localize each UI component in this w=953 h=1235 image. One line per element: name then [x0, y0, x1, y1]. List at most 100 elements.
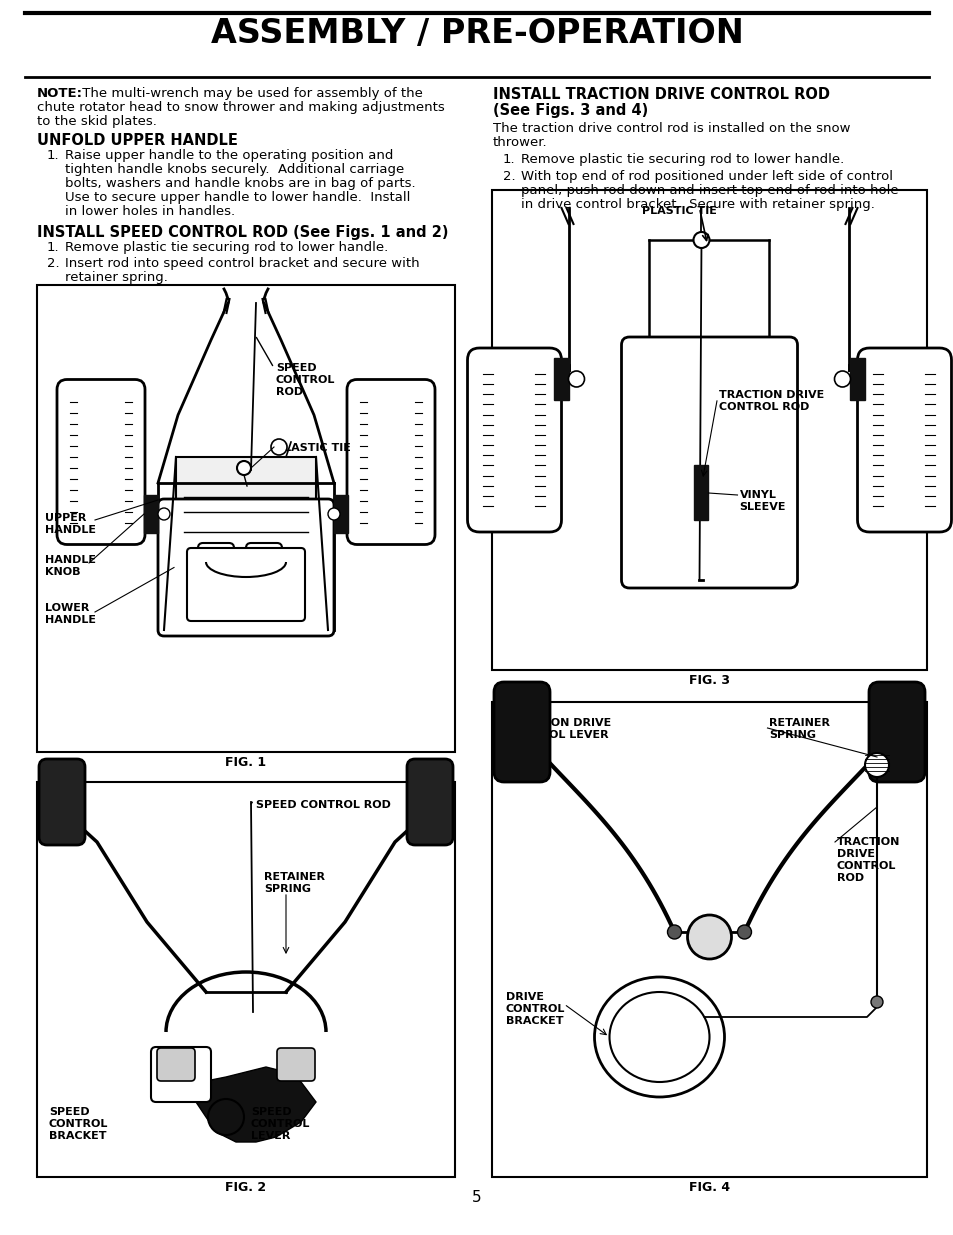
Circle shape [271, 438, 287, 454]
FancyBboxPatch shape [857, 348, 950, 532]
Bar [37, 285, 455, 752]
Circle shape [328, 508, 339, 520]
Circle shape [870, 995, 882, 1008]
Text: BRACKET: BRACKET [505, 1016, 563, 1026]
Text: Raise upper handle to the operating position and: Raise upper handle to the operating posi… [65, 149, 393, 162]
FancyBboxPatch shape [276, 1049, 314, 1081]
Text: DRIVE: DRIVE [836, 848, 874, 860]
Text: chute rotator head to snow thrower and making adjustments: chute rotator head to snow thrower and m… [37, 101, 444, 114]
Text: FIG. 4: FIG. 4 [688, 1181, 729, 1194]
Circle shape [864, 753, 888, 777]
Text: INSTALL TRACTION DRIVE CONTROL ROD: INSTALL TRACTION DRIVE CONTROL ROD [493, 86, 829, 103]
Text: Remove plastic tie securing rod to lower handle.: Remove plastic tie securing rod to lower… [65, 241, 388, 254]
Text: Use to secure upper handle to lower handle.  Install: Use to secure upper handle to lower hand… [65, 191, 410, 204]
Text: VINYL: VINYL [739, 490, 776, 500]
Text: SLEEVE: SLEEVE [739, 501, 785, 513]
Text: 2.: 2. [47, 257, 59, 270]
Text: PLASTIC TIE: PLASTIC TIE [641, 206, 717, 216]
Text: 1.: 1. [502, 153, 515, 165]
Text: SPEED: SPEED [49, 1107, 90, 1116]
Text: TRACTION DRIVE: TRACTION DRIVE [719, 390, 824, 400]
Bar [492, 190, 926, 671]
FancyBboxPatch shape [246, 543, 282, 589]
Text: panel, push rod down and insert top end of rod into hole: panel, push rod down and insert top end … [520, 184, 898, 198]
Text: CONTROL ROD: CONTROL ROD [719, 403, 809, 412]
Ellipse shape [594, 977, 723, 1097]
FancyBboxPatch shape [407, 760, 453, 845]
Circle shape [208, 1099, 244, 1135]
Text: Remove plastic tie securing rod to lower handle.: Remove plastic tie securing rod to lower… [520, 153, 843, 165]
Text: CONTROL: CONTROL [251, 1119, 310, 1129]
Bar [144, 495, 158, 534]
Text: UPPER: UPPER [45, 513, 87, 522]
Text: FIG. 2: FIG. 2 [225, 1181, 266, 1194]
FancyBboxPatch shape [620, 337, 797, 588]
Text: CONTROL: CONTROL [505, 1004, 565, 1014]
FancyBboxPatch shape [868, 682, 924, 782]
FancyBboxPatch shape [39, 760, 85, 845]
Text: HANDLE: HANDLE [45, 525, 96, 535]
Text: SPEED CONTROL ROD: SPEED CONTROL ROD [255, 800, 391, 810]
FancyBboxPatch shape [157, 1049, 194, 1081]
Text: SPRING: SPRING [769, 730, 816, 740]
Circle shape [158, 508, 170, 520]
Text: HANDLE: HANDLE [45, 615, 96, 625]
Text: thrower.: thrower. [493, 136, 547, 149]
Text: The multi-wrench may be used for assembly of the: The multi-wrench may be used for assembl… [78, 86, 422, 100]
Bar [492, 701, 926, 1177]
FancyBboxPatch shape [494, 682, 550, 782]
Ellipse shape [609, 992, 709, 1082]
Text: RETAINER: RETAINER [264, 872, 325, 882]
Circle shape [236, 461, 251, 475]
Bar [694, 466, 708, 520]
Circle shape [693, 232, 709, 248]
FancyBboxPatch shape [467, 348, 561, 532]
Text: BRACKET: BRACKET [49, 1131, 107, 1141]
Bar [175, 457, 315, 552]
Text: DRIVE: DRIVE [505, 992, 543, 1002]
Circle shape [667, 925, 680, 939]
FancyBboxPatch shape [57, 379, 145, 545]
Text: With top end of rod positioned under left side of control: With top end of rod positioned under lef… [520, 170, 892, 183]
Text: UNFOLD UPPER HANDLE: UNFOLD UPPER HANDLE [37, 133, 237, 148]
Text: 1.: 1. [47, 241, 59, 254]
Text: FIG. 1: FIG. 1 [225, 756, 266, 769]
Text: INSTALL SPEED CONTROL ROD (See Figs. 1 and 2): INSTALL SPEED CONTROL ROD (See Figs. 1 a… [37, 225, 448, 240]
Text: CONTROL LEVER: CONTROL LEVER [505, 730, 608, 740]
Text: KNOB: KNOB [45, 567, 80, 577]
Text: PLASTIC TIE: PLASTIC TIE [275, 443, 351, 453]
Text: to the skid plates.: to the skid plates. [37, 115, 156, 128]
FancyBboxPatch shape [158, 499, 334, 636]
FancyBboxPatch shape [198, 543, 233, 589]
Text: HANDLE: HANDLE [45, 555, 96, 564]
Circle shape [737, 925, 751, 939]
Bar [37, 782, 455, 1177]
Text: in drive control bracket.  Secure with retainer spring.: in drive control bracket. Secure with re… [520, 198, 874, 211]
Circle shape [834, 370, 850, 387]
Circle shape [687, 915, 731, 960]
Text: FIG. 3: FIG. 3 [688, 674, 729, 687]
Text: CONTROL: CONTROL [49, 1119, 109, 1129]
Text: RETAINER: RETAINER [769, 718, 830, 727]
Text: 2.: 2. [502, 170, 515, 183]
Bar [850, 358, 864, 400]
Text: bolts, washers and handle knobs are in bag of parts.: bolts, washers and handle knobs are in b… [65, 177, 416, 190]
Text: CONTROL: CONTROL [836, 861, 896, 871]
FancyBboxPatch shape [347, 379, 435, 545]
Text: Insert rod into speed control bracket and secure with: Insert rod into speed control bracket an… [65, 257, 419, 270]
Text: ROD: ROD [836, 873, 863, 883]
FancyBboxPatch shape [187, 548, 305, 621]
Text: retainer spring.: retainer spring. [65, 270, 168, 284]
Text: tighten handle knobs securely.  Additional carriage: tighten handle knobs securely. Additiona… [65, 163, 404, 177]
Bar [334, 495, 348, 534]
Text: (See Figs. 3 and 4): (See Figs. 3 and 4) [493, 103, 648, 119]
Text: TRACTION DRIVE: TRACTION DRIVE [505, 718, 611, 727]
Text: LOWER: LOWER [45, 603, 90, 613]
Text: 5: 5 [472, 1191, 481, 1205]
Text: LEVER: LEVER [251, 1131, 290, 1141]
Text: The traction drive control rod is installed on the snow: The traction drive control rod is instal… [493, 122, 850, 135]
Bar [554, 358, 569, 400]
Text: NOTE:: NOTE: [37, 86, 83, 100]
Text: in lower holes in handles.: in lower holes in handles. [65, 205, 234, 219]
Polygon shape [175, 1062, 315, 1142]
